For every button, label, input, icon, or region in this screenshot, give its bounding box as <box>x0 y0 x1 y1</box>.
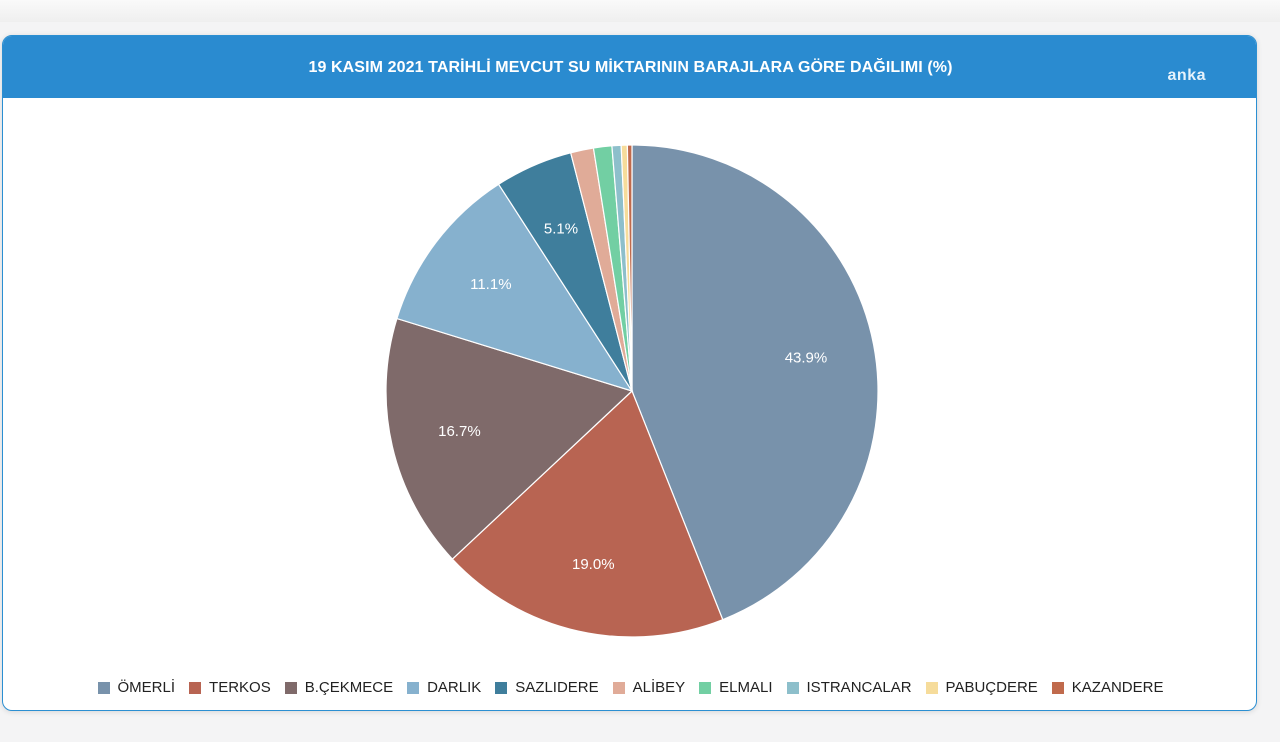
legend-label: ALİBEY <box>632 679 686 696</box>
legend-label: ISTRANCALAR <box>806 679 912 696</box>
pie-labels: 43.9% 19.0% 16.7% 11.1% 5.1% <box>438 221 827 573</box>
pie-slices <box>385 144 879 638</box>
chart-header <box>3 36 1256 98</box>
chart-legend: ÖMERLİ TERKOS B.ÇEKMECE DARLIK SAZLIDERE ALİB… <box>3 679 1256 696</box>
legend-swatch <box>284 681 297 694</box>
slice-value-label: 11.1% <box>470 276 511 293</box>
legend-swatch <box>189 681 202 694</box>
slice-value-label: 19.0% <box>572 556 615 573</box>
legend-swatch <box>699 681 712 694</box>
top-strip <box>0 0 1280 22</box>
legend-swatch <box>1051 681 1064 694</box>
legend-label: PABUÇDERE <box>945 679 1038 696</box>
legend-label: KAZANDERE <box>1071 679 1164 696</box>
legend-item[interactable]: B.ÇEKMECE <box>284 679 394 696</box>
legend-label: DARLIK <box>427 679 482 696</box>
legend-item[interactable]: SAZLIDERE <box>495 679 599 696</box>
legend-swatch <box>97 681 110 694</box>
legend-swatch <box>495 681 508 694</box>
pie-slice-2 <box>385 317 634 560</box>
slice-value-label: 5.1% <box>544 221 578 238</box>
legend-item[interactable]: ISTRANCALAR <box>786 679 912 696</box>
legend-swatch <box>612 681 625 694</box>
legend-item[interactable]: ÖMERLİ <box>97 679 176 696</box>
legend-item[interactable]: ELMALI <box>699 679 773 696</box>
legend-item[interactable]: TERKOS <box>189 679 271 696</box>
pie-chart: 43.9% 19.0% 16.7% 11.1% 5.1% <box>385 144 879 638</box>
brand-logo: anka <box>1167 67 1206 84</box>
pie-slice-9 <box>626 144 633 392</box>
legend-item[interactable]: KAZANDERE <box>1051 679 1164 696</box>
legend-item[interactable]: DARLIK <box>407 679 481 696</box>
pie-slice-1 <box>451 389 724 638</box>
legend-label: B.ÇEKMECE <box>304 679 394 696</box>
legend-swatch <box>786 681 799 694</box>
pie-slice-3 <box>396 183 634 393</box>
legend-label: SAZLIDERE <box>515 679 599 696</box>
legend-swatch <box>925 681 938 694</box>
pie-slice-0 <box>631 144 879 621</box>
chart-title: 19 KASIM 2021 TARİHLİ MEVCUT SU MİKTARIN… <box>308 59 953 76</box>
slice-value-label: 43.9% <box>785 350 828 367</box>
legend-label: ELMALI <box>719 679 773 696</box>
legend-label: TERKOS <box>209 679 271 696</box>
legend-label: ÖMERLİ <box>117 679 176 696</box>
legend-swatch <box>407 681 420 694</box>
legend-item[interactable]: PABUÇDERE <box>925 679 1038 696</box>
slice-value-label: 16.7% <box>438 423 481 440</box>
chart-card: 19 KASIM 2021 TARİHLİ MEVCUT SU MİKTARIN… <box>2 35 1257 711</box>
legend-item[interactable]: ALİBEY <box>612 679 686 696</box>
